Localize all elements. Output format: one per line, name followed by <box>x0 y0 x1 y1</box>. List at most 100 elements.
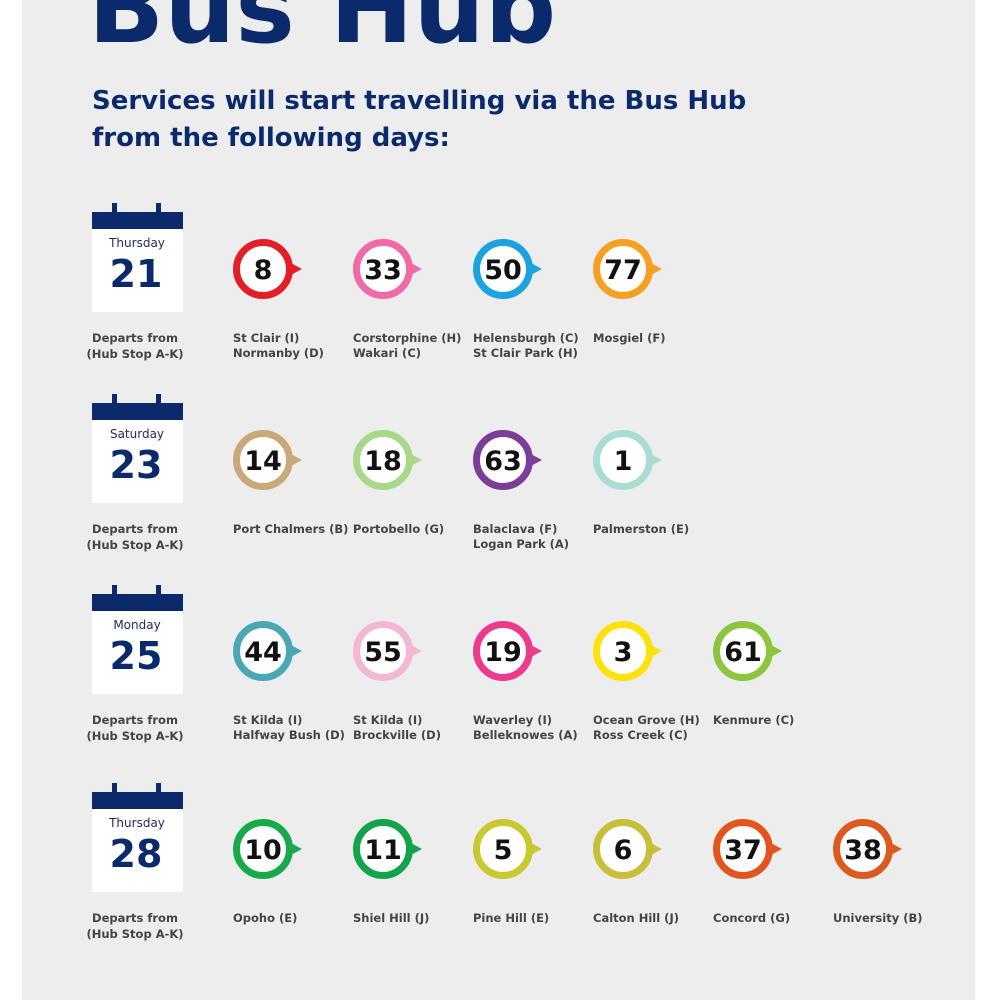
stop-label: Ross Creek (C) <box>593 728 688 742</box>
route-number: 5 <box>494 835 513 866</box>
weekday: Monday <box>113 618 160 632</box>
departs-label: (Hub Stop A-K) <box>86 729 183 743</box>
route-badge <box>233 239 293 299</box>
subtitle: Services will start travelling via the B… <box>92 86 746 116</box>
calendar-ring <box>112 394 117 409</box>
calendar-body <box>92 227 183 312</box>
calendar-body <box>92 609 183 694</box>
calendar-header <box>92 792 183 809</box>
title: Bus Hub <box>88 0 556 66</box>
route-number: 10 <box>244 835 282 866</box>
weekday: Thursday <box>108 236 165 250</box>
departs-label: Departs from <box>92 331 178 345</box>
route-number: 1 <box>614 446 633 477</box>
stop-label: Helensburgh (C) <box>473 331 579 345</box>
weekday: Thursday <box>108 816 165 830</box>
day-number: 21 <box>110 252 163 296</box>
route-number: 8 <box>254 255 273 286</box>
stop-label: Mosgiel (F) <box>593 331 665 345</box>
route-badge <box>713 819 773 879</box>
stop-label: Calton Hill (J) <box>593 911 679 925</box>
stop-label: University (B) <box>833 911 923 925</box>
route-number: 44 <box>244 637 282 668</box>
route-number: 37 <box>724 835 762 866</box>
calendar-header <box>92 403 183 420</box>
route-badge <box>233 819 293 879</box>
stop-label: Belleknowes (A) <box>473 728 578 742</box>
calendar-ring <box>156 783 161 798</box>
route-number: 6 <box>614 835 633 866</box>
calendar-body <box>92 807 183 892</box>
stop-label: Port Chalmers (B) <box>233 522 348 536</box>
route-badge <box>593 819 653 879</box>
route-number: 61 <box>724 637 762 668</box>
stop-label: St Kilda (I) <box>353 713 422 727</box>
calendar-body <box>92 418 183 503</box>
departs-label: Departs from <box>92 713 178 727</box>
stop-label: Wakari (C) <box>353 346 421 360</box>
route-badge <box>473 430 533 490</box>
stop-label: Corstorphine (H) <box>353 331 461 345</box>
route-badge <box>833 819 893 879</box>
stop-label: Normanby (D) <box>233 346 324 360</box>
calendar-header <box>92 594 183 611</box>
route-badge <box>473 621 533 681</box>
route-badge <box>233 621 293 681</box>
route-badge <box>353 621 413 681</box>
departs-label: Departs from <box>92 522 178 536</box>
stop-label: Kenmure (C) <box>713 713 794 727</box>
calendar-ring <box>112 783 117 798</box>
calendar-ring <box>156 394 161 409</box>
stop-label: Opoho (E) <box>233 911 297 925</box>
route-badge <box>593 239 653 299</box>
stop-label: St Clair Park (H) <box>473 346 578 360</box>
route-number: 38 <box>844 835 882 866</box>
stop-label: Palmerston (E) <box>593 522 689 536</box>
route-number: 19 <box>484 637 522 668</box>
route-badge <box>593 430 653 490</box>
route-number: 50 <box>484 255 522 286</box>
route-number: 33 <box>364 255 402 286</box>
stop-label: Logan Park (A) <box>473 537 569 551</box>
route-badge <box>593 621 653 681</box>
stop-label: Pine Hill (E) <box>473 911 549 925</box>
day-number: 28 <box>110 832 163 876</box>
route-number: 55 <box>364 637 402 668</box>
departs-label: (Hub Stop A-K) <box>86 347 183 361</box>
route-badge <box>473 819 533 879</box>
calendar-ring <box>112 585 117 600</box>
route-badge <box>473 239 533 299</box>
route-badge <box>713 621 773 681</box>
stop-label: Brockville (D) <box>353 728 441 742</box>
stop-label: Shiel Hill (J) <box>353 911 429 925</box>
calendar-ring <box>156 585 161 600</box>
stop-label: St Clair (I) <box>233 331 299 345</box>
calendar-header <box>92 212 183 229</box>
departs-label: (Hub Stop A-K) <box>86 927 183 941</box>
route-badge <box>233 430 293 490</box>
route-number: 11 <box>364 835 402 866</box>
route-badge <box>353 239 413 299</box>
day-number: 23 <box>110 443 163 487</box>
stop-label: Halfway Bush (D) <box>233 728 345 742</box>
calendar-ring <box>156 203 161 218</box>
departs-label: Departs from <box>92 911 178 925</box>
route-badge <box>353 819 413 879</box>
stop-label: St Kilda (I) <box>233 713 302 727</box>
route-number: 14 <box>244 446 282 477</box>
route-number: 18 <box>364 446 402 477</box>
weekday: Saturday <box>110 427 164 441</box>
route-number: 77 <box>604 255 642 286</box>
stop-label: Ocean Grove (H) <box>593 713 700 727</box>
day-number: 25 <box>110 634 163 678</box>
stop-label: Balaclava (F) <box>473 522 557 536</box>
stop-label: Concord (G) <box>713 911 790 925</box>
stop-label: Portobello (G) <box>353 522 444 536</box>
departs-label: (Hub Stop A-K) <box>86 538 183 552</box>
subtitle: from the following days: <box>92 123 450 153</box>
stop-label: Waverley (I) <box>473 713 552 727</box>
route-number: 3 <box>614 637 633 668</box>
route-badge <box>353 430 413 490</box>
